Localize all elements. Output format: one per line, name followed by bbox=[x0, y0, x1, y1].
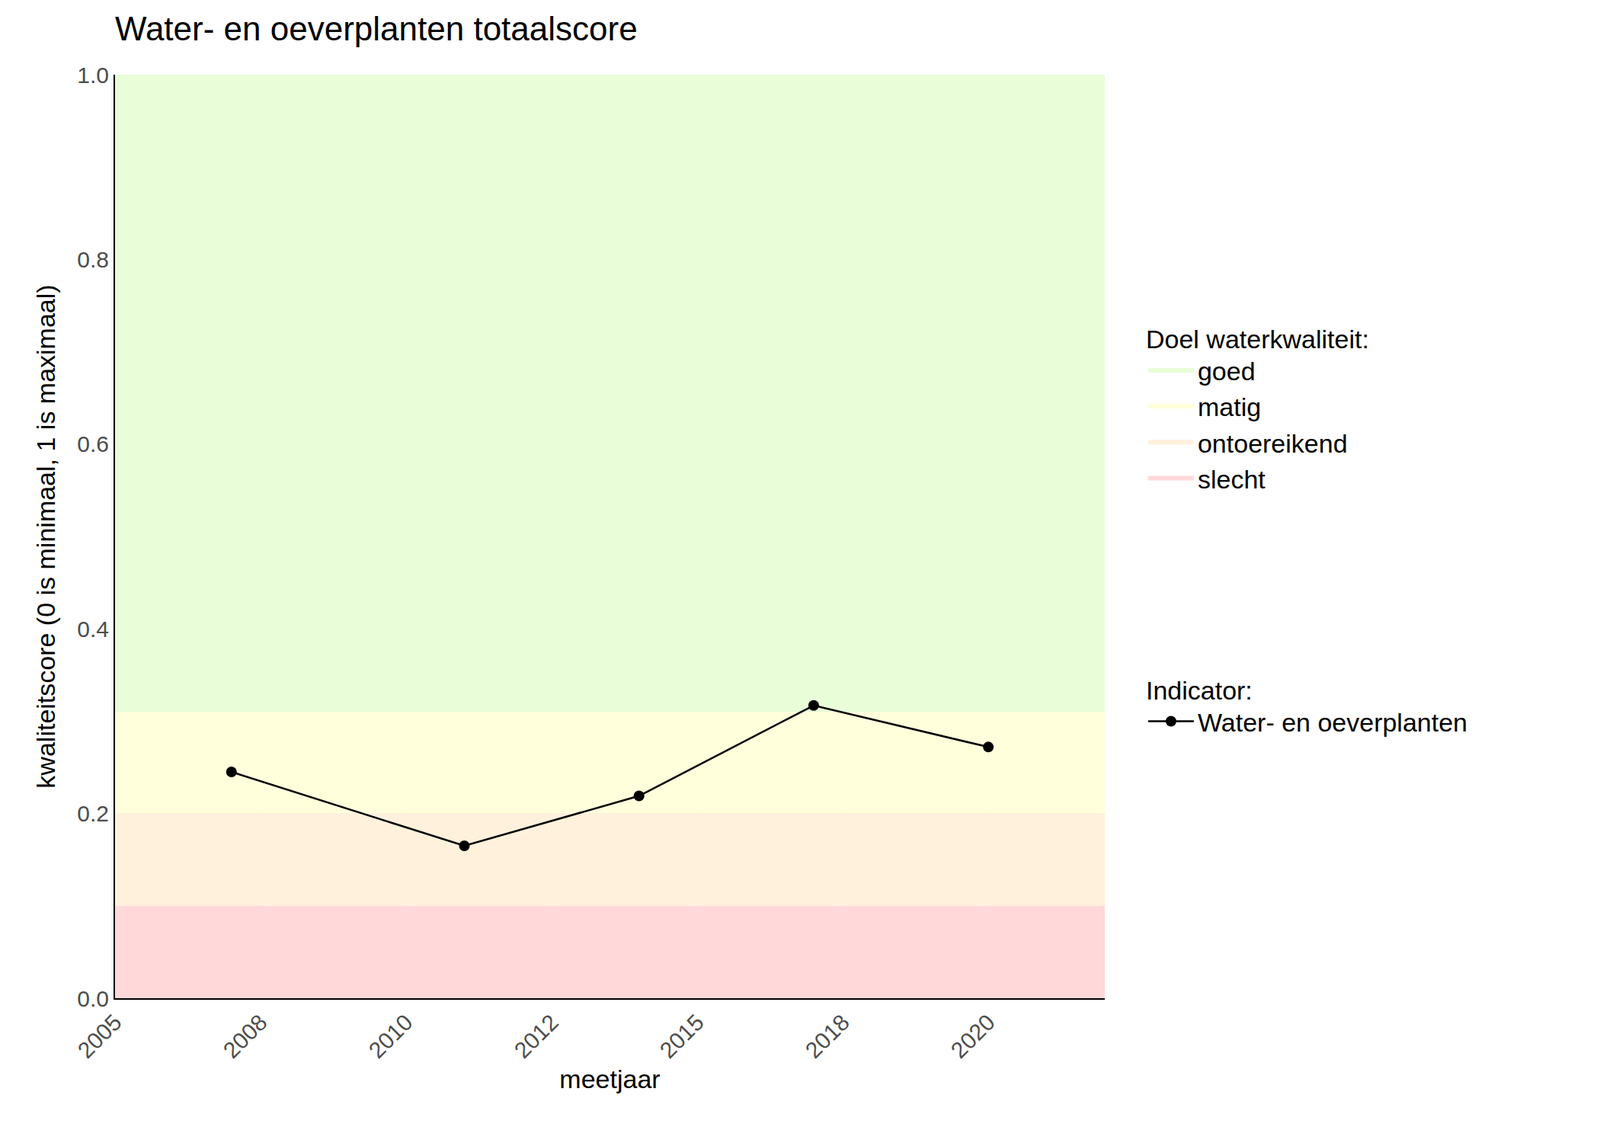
svg-text:2012: 2012 bbox=[508, 1009, 564, 1064]
svg-text:meetjaar: meetjaar bbox=[559, 1064, 660, 1094]
svg-text:Water- en oeverplanten: Water- en oeverplanten bbox=[1197, 707, 1468, 737]
svg-text:ontoereikend: ontoereikend bbox=[1197, 428, 1348, 458]
svg-text:Doel waterkwaliteit:: Doel waterkwaliteit: bbox=[1145, 324, 1370, 354]
svg-text:1.0: 1.0 bbox=[76, 62, 109, 88]
svg-text:0.8: 0.8 bbox=[76, 246, 109, 272]
svg-text:Indicator:: Indicator: bbox=[1145, 675, 1253, 705]
svg-text:goed: goed bbox=[1197, 356, 1256, 386]
svg-text:Water- en oeverplanten totaals: Water- en oeverplanten totaalscore bbox=[115, 9, 638, 48]
svg-text:2010: 2010 bbox=[363, 1009, 418, 1064]
svg-text:2020: 2020 bbox=[945, 1009, 1000, 1064]
svg-text:matig: matig bbox=[1197, 392, 1261, 422]
svg-text:2018: 2018 bbox=[800, 1009, 855, 1064]
svg-text:kwaliteitscore (0 is minimaal,: kwaliteitscore (0 is minimaal, 1 is maxi… bbox=[31, 284, 61, 788]
svg-text:0.6: 0.6 bbox=[76, 431, 109, 457]
svg-text:slecht: slecht bbox=[1197, 464, 1266, 494]
svg-text:0.4: 0.4 bbox=[76, 616, 109, 642]
svg-text:2008: 2008 bbox=[217, 1009, 272, 1064]
svg-text:0.0: 0.0 bbox=[76, 985, 109, 1012]
svg-text:2005: 2005 bbox=[72, 1009, 127, 1064]
svg-text:0.2: 0.2 bbox=[76, 800, 109, 826]
svg-text:2015: 2015 bbox=[654, 1009, 709, 1064]
